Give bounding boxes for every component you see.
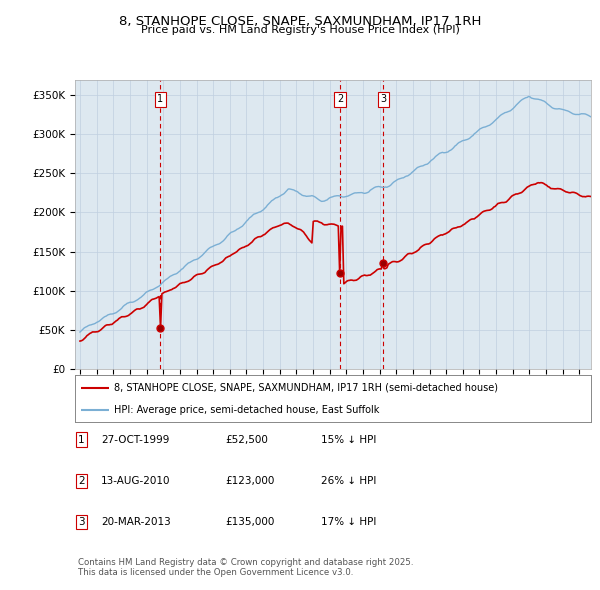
Text: 2: 2 [78, 476, 85, 486]
Text: 15% ↓ HPI: 15% ↓ HPI [321, 435, 376, 444]
Text: 17% ↓ HPI: 17% ↓ HPI [321, 517, 376, 527]
Text: Price paid vs. HM Land Registry's House Price Index (HPI): Price paid vs. HM Land Registry's House … [140, 25, 460, 35]
Text: Contains HM Land Registry data © Crown copyright and database right 2025.
This d: Contains HM Land Registry data © Crown c… [78, 558, 413, 577]
Text: 13-AUG-2010: 13-AUG-2010 [101, 476, 170, 486]
Text: £123,000: £123,000 [225, 476, 274, 486]
Text: 26% ↓ HPI: 26% ↓ HPI [321, 476, 376, 486]
Text: 8, STANHOPE CLOSE, SNAPE, SAXMUNDHAM, IP17 1RH: 8, STANHOPE CLOSE, SNAPE, SAXMUNDHAM, IP… [119, 15, 481, 28]
Text: £135,000: £135,000 [225, 517, 274, 527]
Text: 8, STANHOPE CLOSE, SNAPE, SAXMUNDHAM, IP17 1RH (semi-detached house): 8, STANHOPE CLOSE, SNAPE, SAXMUNDHAM, IP… [114, 383, 498, 393]
Text: £52,500: £52,500 [225, 435, 268, 444]
Text: HPI: Average price, semi-detached house, East Suffolk: HPI: Average price, semi-detached house,… [114, 405, 379, 415]
Text: 2: 2 [337, 94, 343, 104]
Text: 1: 1 [78, 435, 85, 444]
Text: 3: 3 [78, 517, 85, 527]
Text: 1: 1 [157, 94, 163, 104]
Text: 27-OCT-1999: 27-OCT-1999 [101, 435, 169, 444]
Text: 20-MAR-2013: 20-MAR-2013 [101, 517, 170, 527]
Text: 3: 3 [380, 94, 386, 104]
